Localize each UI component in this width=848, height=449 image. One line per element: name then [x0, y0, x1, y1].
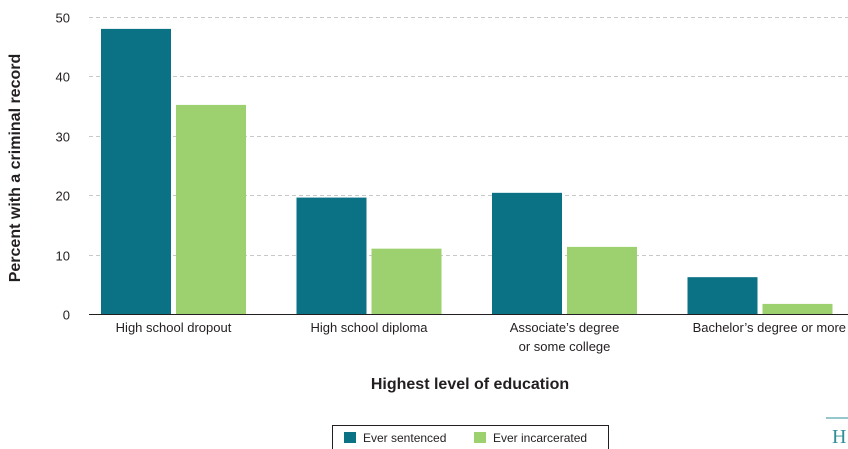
y-tick-label: 0	[63, 308, 70, 323]
y-axis-title: Percent with a criminal record	[7, 54, 24, 283]
bar-ever-incarcerated	[176, 104, 246, 314]
y-tick-label: 50	[56, 11, 70, 26]
bar-ever-sentenced	[101, 28, 171, 314]
bar-ever-incarcerated	[762, 303, 833, 314]
x-category-label: High school diploma	[310, 320, 428, 335]
bar-ever-sentenced	[296, 197, 367, 314]
y-tick-label: 40	[56, 70, 70, 85]
bar-ever-sentenced	[492, 192, 562, 314]
legend-swatch-ever-sentenced	[344, 432, 356, 443]
x-category-label: Associate’s degree	[510, 320, 620, 335]
legend-label-ever-sentenced: Ever sentenced	[363, 431, 446, 445]
bars	[101, 28, 833, 314]
bar-ever-sentenced	[687, 277, 758, 314]
x-category-label: Bachelor’s degree or more	[693, 320, 846, 335]
publisher-logo-mark: H	[832, 426, 846, 448]
y-tick-label: 20	[56, 189, 70, 204]
publisher-logo: H	[826, 417, 848, 448]
y-tick-label: 30	[56, 130, 70, 145]
bar-ever-incarcerated	[371, 248, 442, 314]
legend-box	[332, 425, 609, 449]
bar-ever-incarcerated	[567, 246, 637, 314]
legend-swatch-ever-incarcerated	[474, 432, 486, 443]
legend-label-ever-incarcerated: Ever incarcerated	[493, 431, 587, 445]
y-tick-label: 10	[56, 249, 70, 264]
x-category-label: High school dropout	[116, 320, 232, 335]
x-axis-categories: High school dropout High school diploma As…	[116, 320, 846, 354]
y-axis-ticks: 0 10 20 30 40 50	[56, 11, 70, 323]
x-category-label: or some college	[519, 339, 611, 354]
legend: Ever sentenced Ever incarcerated	[332, 425, 609, 449]
x-axis-title: Highest level of education	[371, 376, 569, 393]
